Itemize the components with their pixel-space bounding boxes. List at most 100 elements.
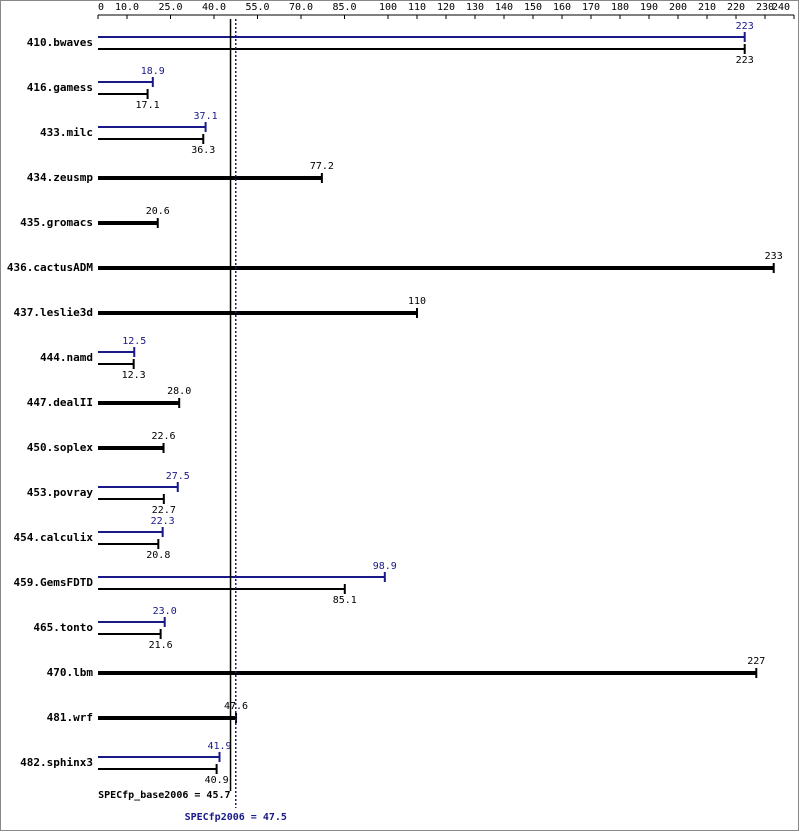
value-label: 20.8 (146, 550, 170, 561)
bar (98, 621, 165, 623)
category-label: 433.milc (40, 126, 93, 139)
bar (98, 588, 345, 590)
value-label: 110 (408, 296, 426, 307)
value-label: 22.3 (151, 516, 175, 527)
x-tick-label: 85.0 (332, 2, 356, 13)
x-tick-label: 160 (553, 2, 571, 13)
value-label: 17.1 (136, 100, 160, 111)
category-label: 416.gamess (27, 81, 93, 94)
bar (98, 81, 153, 83)
x-tick-label: 210 (698, 2, 716, 13)
x-tick-label: 0 (98, 2, 104, 13)
bar (98, 671, 757, 675)
x-tick-label: 40.0 (202, 2, 226, 13)
bar (98, 531, 163, 533)
bar (98, 221, 158, 225)
x-tick-label: 190 (640, 2, 658, 13)
bar (98, 576, 385, 578)
value-label: 12.5 (122, 336, 146, 347)
peak-score-value: 47.5 (263, 812, 287, 823)
value-label: 227 (747, 656, 765, 667)
x-tick-label: 230 (756, 2, 774, 13)
bar (98, 446, 164, 450)
x-tick-label: 200 (669, 2, 687, 13)
value-label: 23.0 (153, 606, 177, 617)
x-tick-label: 150 (524, 2, 542, 13)
bar (98, 401, 180, 405)
category-label: 437.leslie3d (14, 306, 93, 319)
bar (98, 48, 745, 50)
bar (98, 716, 237, 720)
x-tick-label: 170 (582, 2, 600, 13)
peak-score-label: SPECfp2006 = (185, 812, 257, 823)
value-label: 40.9 (205, 775, 229, 786)
value-label: 36.3 (191, 145, 215, 156)
base-score-label: SPECfp_base2006 = (98, 790, 200, 801)
value-label: 233 (765, 251, 783, 262)
bar (98, 498, 164, 500)
x-tick-label: 180 (611, 2, 629, 13)
value-label: 41.9 (207, 741, 231, 752)
value-label: 20.6 (146, 206, 170, 217)
x-tick-label: 220 (727, 2, 745, 13)
value-label: 21.6 (149, 640, 173, 651)
category-label: 459.GemsFDTD (14, 576, 94, 589)
value-label: 27.5 (166, 471, 190, 482)
peak-score: SPECfp2006 = 47.5 (185, 812, 287, 823)
bar (98, 176, 322, 180)
x-tick-label: 140 (495, 2, 513, 13)
category-label: 450.soplex (27, 441, 94, 454)
value-label: 77.2 (310, 161, 334, 172)
x-tick-label: 100 (379, 2, 397, 13)
bar (98, 126, 206, 128)
category-label: 453.povray (27, 486, 94, 499)
category-label: 481.wrf (47, 711, 93, 724)
bar (98, 768, 217, 770)
value-label: 223 (736, 21, 754, 32)
value-label: 28.0 (167, 386, 191, 397)
x-tick-label: 25.0 (158, 2, 182, 13)
x-tick-label: 110 (408, 2, 426, 13)
category-label: 447.dealII (27, 396, 93, 409)
bar (98, 543, 159, 545)
category-label: 434.zeusmp (27, 171, 94, 184)
x-tick-label: 10.0 (115, 2, 139, 13)
bar (98, 756, 220, 758)
value-label: 98.9 (373, 561, 397, 572)
category-label: 465.tonto (33, 621, 93, 634)
base-score: SPECfp_base2006 = 45.7 (98, 790, 230, 801)
category-label: 482.sphinx3 (20, 756, 93, 769)
value-label: 47.6 (224, 701, 248, 712)
value-label: 18.9 (141, 66, 165, 77)
value-label: 85.1 (333, 595, 357, 606)
value-label: 12.3 (122, 370, 146, 381)
x-tick-label: 70.0 (289, 2, 313, 13)
category-label: 410.bwaves (27, 36, 93, 49)
bar (98, 36, 745, 38)
bar (98, 363, 134, 365)
x-tick-label: 120 (437, 2, 455, 13)
bar (98, 311, 417, 315)
value-label: 37.1 (194, 111, 218, 122)
bar (98, 633, 161, 635)
category-label: 470.lbm (47, 666, 94, 679)
bar (98, 266, 774, 270)
category-label: 435.gromacs (20, 216, 93, 229)
x-tick-label: 130 (466, 2, 484, 13)
bar (98, 138, 204, 140)
bar (98, 486, 178, 488)
category-label: 454.calculix (14, 531, 94, 544)
x-tick-label: 240 (772, 2, 790, 13)
bar (98, 93, 148, 95)
category-label: 436.cactusADM (7, 261, 93, 274)
base-score-value: 45.7 (206, 790, 230, 801)
value-label: 223 (736, 55, 754, 66)
bar (98, 351, 135, 353)
x-tick-label: 55.0 (245, 2, 269, 13)
value-label: 22.6 (151, 431, 175, 442)
value-label: 22.7 (152, 505, 176, 516)
category-label: 444.namd (40, 351, 93, 364)
